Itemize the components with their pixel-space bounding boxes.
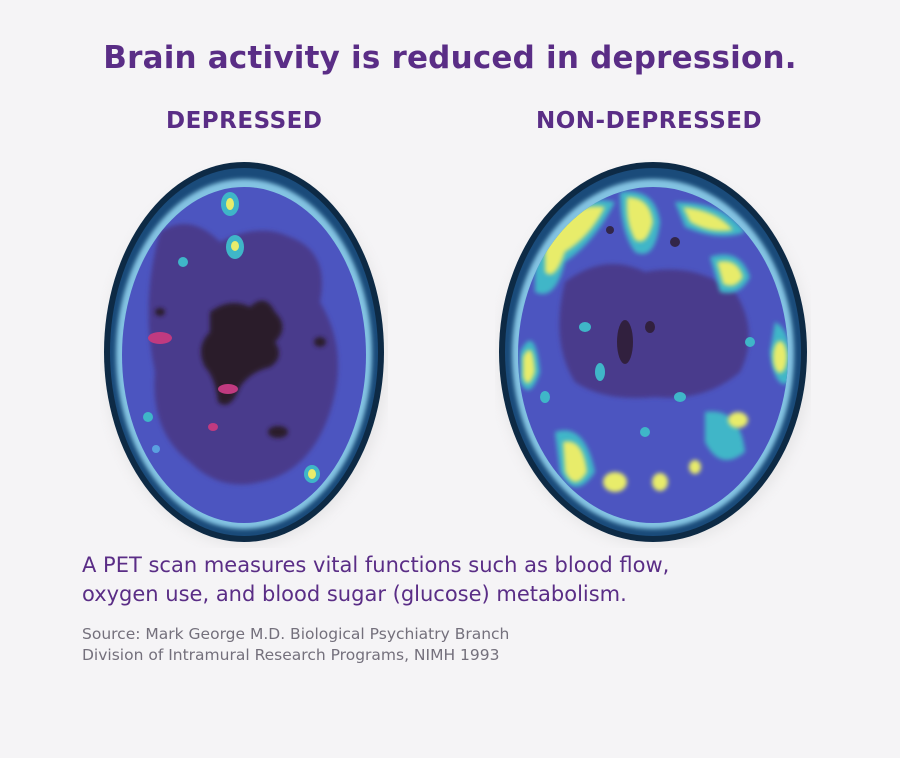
source-line-2: Division of Intramural Research Programs… [82, 646, 500, 664]
headline: Brain activity is reduced in depression. [103, 40, 797, 76]
non-depressed-brain-scan [495, 152, 811, 548]
source-line-1: Source: Mark George M.D. Biological Psyc… [82, 625, 510, 643]
description-line-1: A PET scan measures vital functions such… [82, 553, 670, 577]
pet-scan-description: A PET scan measures vital functions such… [82, 551, 669, 609]
non-depressed-label: NON-DEPRESSED [536, 108, 763, 134]
description-line-2: oxygen use, and blood sugar (glucose) me… [82, 582, 627, 606]
depressed-brain-scan [100, 152, 388, 548]
depressed-label: DEPRESSED [166, 108, 323, 134]
source-citation: Source: Mark George M.D. Biological Psyc… [82, 624, 509, 666]
